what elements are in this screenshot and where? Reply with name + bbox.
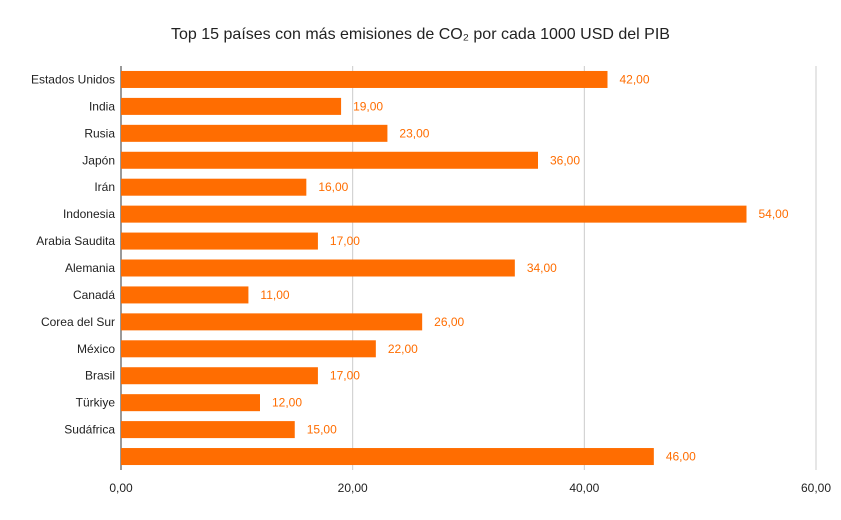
category-label: India <box>89 99 115 113</box>
category-label: Türkiye <box>76 396 116 410</box>
category-label: Sudáfrica <box>64 423 115 437</box>
category-label: Brasil <box>85 369 115 383</box>
data-label: 26,00 <box>434 315 464 329</box>
data-label: 16,00 <box>318 180 348 194</box>
data-label: 11,00 <box>260 288 289 302</box>
category-label: Corea del Sur <box>41 315 115 329</box>
x-tick-label: 0,00 <box>109 481 133 495</box>
bar <box>121 448 654 466</box>
bar <box>121 151 538 169</box>
data-label: 15,00 <box>307 423 337 437</box>
data-label: 46,00 <box>666 450 696 464</box>
label-layer: 0,00 20,00 40,00 60,00 Estados Unidos 42,00 In… <box>31 72 831 495</box>
data-label: 23,00 <box>399 126 429 140</box>
bar <box>121 178 307 196</box>
chart-title: Top 15 países con más emisiones de CO₂ p… <box>171 26 670 43</box>
bar <box>121 232 318 250</box>
category-label: Canadá <box>73 288 115 302</box>
x-tick-label: 20,00 <box>338 481 368 495</box>
category-label: Irán <box>94 180 115 194</box>
category-label: Arabia Saudita <box>36 234 115 248</box>
x-tick-label: 60,00 <box>801 481 831 495</box>
data-label: 17,00 <box>330 234 360 248</box>
category-label: Rusia <box>84 126 115 140</box>
x-tick-label: 40,00 <box>569 481 599 495</box>
data-label: 19,00 <box>353 99 383 113</box>
category-label: Estados Unidos <box>31 72 115 86</box>
bar <box>121 259 515 277</box>
bar <box>121 394 260 412</box>
bar <box>121 97 342 115</box>
data-label: 17,00 <box>330 369 360 383</box>
data-label: 54,00 <box>759 207 789 221</box>
data-label: 22,00 <box>388 342 418 356</box>
bar-layer <box>121 70 747 466</box>
category-label: Alemania <box>65 261 115 275</box>
bar <box>121 205 747 223</box>
category-label: Indonesia <box>63 207 115 221</box>
bar <box>121 340 376 358</box>
category-label: Japón <box>82 153 115 167</box>
bar <box>121 124 388 142</box>
bar <box>121 70 608 88</box>
data-label: 12,00 <box>272 396 302 410</box>
data-label: 36,00 <box>550 153 580 167</box>
category-label: México <box>77 342 115 356</box>
data-label: 42,00 <box>620 72 650 86</box>
bar <box>121 286 249 304</box>
data-label: 34,00 <box>527 261 557 275</box>
bar <box>121 367 318 385</box>
bar <box>121 421 295 439</box>
bar <box>121 313 423 331</box>
